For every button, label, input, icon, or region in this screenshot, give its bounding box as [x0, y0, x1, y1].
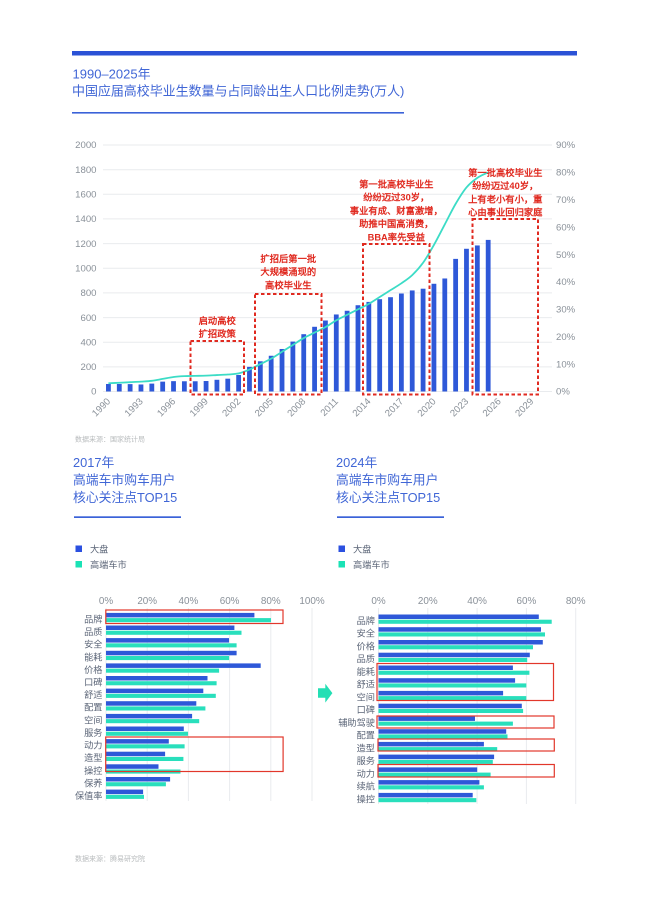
svg-text:0%: 0% [556, 387, 570, 398]
svg-text:80%: 80% [566, 596, 586, 607]
svg-text:操控: 操控 [357, 793, 375, 804]
svg-text:安全: 安全 [357, 628, 375, 639]
svg-text:高校毕业生: 高校毕业生 [265, 279, 312, 290]
svg-text:高端车市: 高端车市 [353, 559, 390, 570]
svg-text:中国应届高校毕业生数量与占同龄出生人口比例走势(万人): 中国应届高校毕业生数量与占同龄出生人口比例走势(万人) [72, 84, 404, 99]
svg-text:大盘: 大盘 [353, 544, 371, 555]
svg-text:能耗: 能耗 [84, 651, 102, 662]
svg-text:60%: 60% [556, 222, 576, 233]
svg-text:400: 400 [80, 337, 96, 348]
svg-text:续航: 续航 [357, 781, 375, 792]
svg-text:扩招政策: 扩招政策 [199, 328, 237, 339]
svg-text:保养: 保养 [84, 778, 102, 789]
svg-text:1200: 1200 [75, 239, 96, 250]
svg-text:配置: 配置 [357, 731, 375, 741]
svg-text:事业有成、财富激增，: 事业有成、财富激增， [350, 205, 443, 216]
svg-text:BBA率先受益: BBA率先受益 [368, 231, 426, 242]
svg-text:品质: 品质 [357, 653, 375, 664]
svg-text:0%: 0% [99, 596, 113, 607]
svg-text:上有老小有小，重: 上有老小有小，重 [468, 193, 543, 204]
svg-text:纷纷迈过30岁，: 纷纷迈过30岁， [363, 192, 429, 203]
svg-text:20%: 20% [556, 332, 576, 343]
svg-text:辅助驾驶: 辅助驾驶 [338, 717, 375, 728]
svg-text:高端车市: 高端车市 [90, 559, 127, 570]
svg-text:操控: 操控 [84, 765, 102, 776]
svg-text:2000: 2000 [75, 140, 96, 151]
svg-text:40%: 40% [179, 596, 199, 607]
svg-text:200: 200 [80, 362, 96, 373]
svg-text:大盘: 大盘 [90, 544, 108, 555]
svg-text:80%: 80% [556, 168, 576, 179]
svg-text:配置: 配置 [84, 703, 102, 713]
svg-text:数据来源：国家统计局: 数据来源：国家统计局 [75, 435, 145, 444]
svg-text:扩招后第一批: 扩招后第一批 [260, 253, 316, 264]
svg-text:服务: 服务 [84, 727, 102, 738]
svg-text:品牌: 品牌 [357, 615, 375, 626]
svg-text:口碑: 口碑 [357, 704, 375, 715]
svg-text:大规模涌现的: 大规模涌现的 [260, 266, 316, 277]
svg-text:高端车市购车用户: 高端车市购车用户 [73, 472, 175, 487]
svg-text:品牌: 品牌 [84, 613, 102, 624]
svg-text:舒适: 舒适 [84, 689, 102, 700]
svg-text:80%: 80% [261, 596, 281, 607]
svg-text:40%: 40% [467, 596, 487, 607]
svg-text:20%: 20% [137, 596, 157, 607]
svg-text:舒适: 舒适 [357, 679, 375, 690]
svg-text:70%: 70% [556, 195, 576, 206]
svg-text:100%: 100% [299, 596, 324, 607]
svg-text:10%: 10% [556, 359, 576, 370]
svg-text:60%: 60% [517, 596, 537, 607]
svg-text:60%: 60% [220, 596, 240, 607]
svg-text:1800: 1800 [75, 165, 96, 176]
svg-text:0: 0 [91, 387, 96, 398]
svg-text:价格: 价格 [357, 641, 375, 652]
svg-text:1000: 1000 [75, 263, 96, 274]
svg-text:纷纷迈过40岁，: 纷纷迈过40岁， [472, 180, 538, 191]
svg-text:第一批高校毕业生: 第一批高校毕业生 [468, 167, 543, 178]
svg-text:30%: 30% [556, 305, 576, 316]
svg-text:空间: 空间 [84, 714, 102, 725]
svg-text:核心关注点TOP15: 核心关注点TOP15 [73, 490, 177, 505]
svg-text:第一批高校毕业生: 第一批高校毕业生 [359, 179, 434, 190]
svg-text:价格: 价格 [84, 664, 102, 675]
svg-text:空间: 空间 [357, 691, 375, 702]
svg-text:2024年: 2024年 [336, 455, 377, 470]
svg-text:数据来源：腾易研究院: 数据来源：腾易研究院 [75, 854, 145, 863]
svg-text:800: 800 [80, 288, 96, 299]
svg-text:核心关注点TOP15: 核心关注点TOP15 [336, 490, 440, 505]
svg-text:0%: 0% [371, 596, 385, 607]
svg-text:1400: 1400 [75, 214, 96, 225]
svg-text:心由事业回归家庭: 心由事业回归家庭 [468, 207, 543, 218]
svg-text:1990–2025年: 1990–2025年 [73, 67, 151, 82]
svg-text:40%: 40% [556, 277, 576, 288]
svg-text:50%: 50% [556, 250, 576, 261]
svg-text:动力: 动力 [84, 740, 102, 751]
svg-text:造型: 造型 [84, 752, 102, 763]
svg-text:600: 600 [80, 313, 96, 324]
svg-text:90%: 90% [556, 140, 576, 151]
svg-text:1600: 1600 [75, 190, 96, 201]
svg-text:能耗: 能耗 [357, 666, 375, 677]
svg-text:动力: 动力 [357, 768, 375, 779]
svg-text:保值率: 保值率 [75, 790, 103, 801]
svg-text:服务: 服务 [357, 755, 375, 766]
svg-text:助推中国高消费，: 助推中国高消费， [359, 218, 433, 229]
svg-text:口碑: 口碑 [84, 677, 102, 688]
svg-text:高端车市购车用户: 高端车市购车用户 [336, 472, 438, 487]
svg-text:启动高校: 启动高校 [199, 315, 237, 326]
svg-text:品质: 品质 [84, 626, 102, 637]
svg-text:安全: 安全 [84, 639, 102, 650]
svg-text:20%: 20% [418, 596, 438, 607]
svg-text:2017年: 2017年 [73, 455, 114, 470]
svg-text:造型: 造型 [357, 742, 375, 753]
